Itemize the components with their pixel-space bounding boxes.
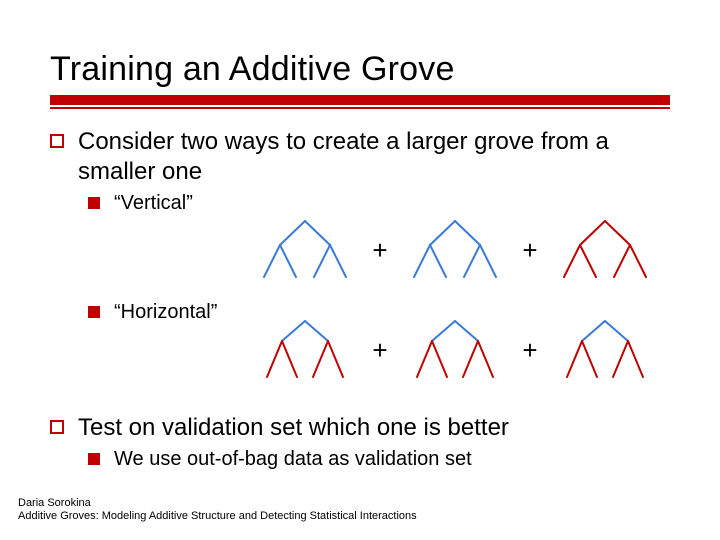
tree-row: ++ xyxy=(250,315,670,385)
slide-body: Consider two ways to create a larger gro… xyxy=(50,127,670,472)
plus-separator: + xyxy=(360,235,400,266)
bullet-filled-icon xyxy=(88,453,100,465)
slide: Training an Additive Grove Consider two … xyxy=(0,0,720,540)
bullet-sub-vertical: “Vertical” xyxy=(88,191,670,216)
tree-icon xyxy=(400,315,510,385)
title-rule-thick xyxy=(50,95,670,105)
tree-icon xyxy=(550,215,660,285)
footer-author: Daria Sorokina xyxy=(18,497,417,511)
tree-icon xyxy=(400,215,510,285)
tree-icon xyxy=(250,315,360,385)
bullet-filled-icon xyxy=(88,306,100,318)
tree-row: ++ xyxy=(250,215,670,285)
bullet-text: Consider two ways to create a larger gro… xyxy=(78,127,670,187)
slide-footer: Daria Sorokina Additive Groves: Modeling… xyxy=(18,497,417,525)
plus-separator: + xyxy=(510,335,550,366)
bullet-text: “Horizontal” xyxy=(114,300,217,325)
tree-icon xyxy=(250,215,360,285)
bullet-text: “Vertical” xyxy=(114,191,193,216)
bullet-main-2: Test on validation set which one is bett… xyxy=(50,413,670,443)
bullet-text: Test on validation set which one is bett… xyxy=(78,413,509,443)
footer-title: Additive Groves: Modeling Additive Struc… xyxy=(18,510,417,524)
tree-icon xyxy=(550,315,660,385)
bullet-hollow-icon xyxy=(50,420,64,434)
bullet-hollow-icon xyxy=(50,134,64,148)
title-rule-thin xyxy=(50,107,670,109)
bullet-text: We use out-of-bag data as validation set xyxy=(114,447,472,472)
plus-separator: + xyxy=(510,235,550,266)
bullet-filled-icon xyxy=(88,197,100,209)
bullet-main-1: Consider two ways to create a larger gro… xyxy=(50,127,670,187)
slide-title: Training an Additive Grove xyxy=(50,50,670,89)
plus-separator: + xyxy=(360,335,400,366)
bullet-sub-3: We use out-of-bag data as validation set xyxy=(88,447,670,472)
